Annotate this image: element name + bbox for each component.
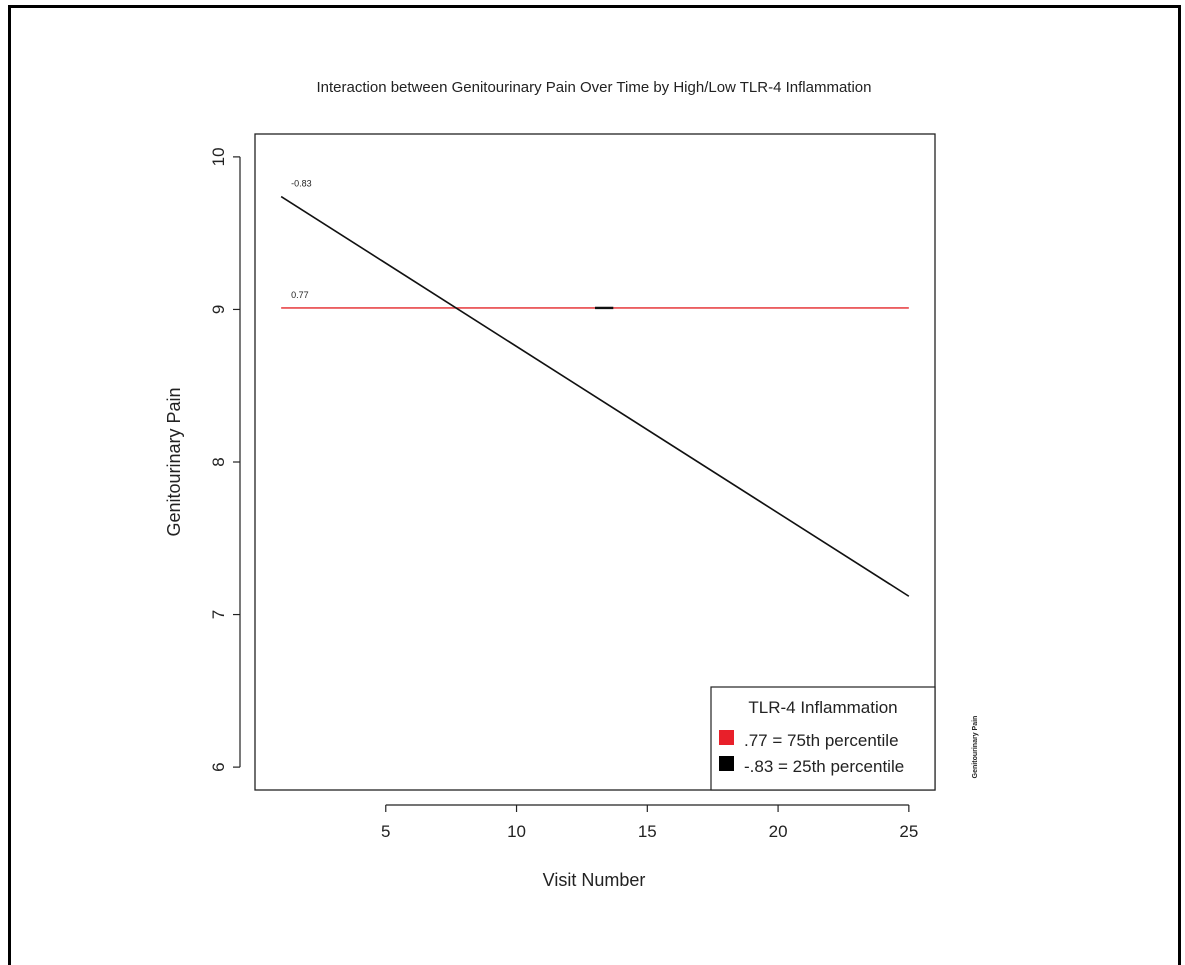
legend-swatch-black <box>719 756 734 771</box>
y-tick-label: 9 <box>209 305 228 314</box>
x-tick-label: 15 <box>638 822 657 841</box>
y-axis-label: Genitourinary Pain <box>164 387 184 536</box>
x-tick-label: 10 <box>507 822 526 841</box>
side-label: Genitourinary Pain <box>972 716 979 779</box>
figure-frame <box>8 5 1181 965</box>
legend-entry-0: .77 = 75th percentile <box>744 731 899 750</box>
y-tick-label: 8 <box>209 457 228 466</box>
y-tick-label: 7 <box>209 610 228 619</box>
chart-title: Interaction between Genitourinary Pain O… <box>317 79 872 96</box>
y-axis: 6 7 8 9 10 <box>209 147 241 772</box>
y-tick-label: 6 <box>209 762 228 771</box>
series-layer: 0.77 -0.83 <box>280 179 910 597</box>
x-tick-label: 5 <box>381 822 390 841</box>
legend-box <box>710 686 936 791</box>
x-tick-label: 20 <box>769 822 788 841</box>
x-axis-label: Visit Number <box>543 870 646 890</box>
y-tick-label: 10 <box>209 147 228 166</box>
legend-title: TLR-4 Inflammation <box>748 698 897 717</box>
series-line-1 <box>280 195 910 597</box>
legend: TLR-4 Inflammation .77 = 75th percentile… <box>710 686 936 791</box>
plot-area <box>254 133 936 791</box>
series-label-1: -0.83 <box>291 179 312 189</box>
legend-swatch-red <box>719 730 734 745</box>
x-tick-label: 25 <box>899 822 918 841</box>
series-label-0: 0.77 <box>291 290 309 300</box>
x-axis: 5 10 15 20 25 <box>381 804 918 841</box>
legend-entry-1: -.83 = 25th percentile <box>744 757 904 776</box>
